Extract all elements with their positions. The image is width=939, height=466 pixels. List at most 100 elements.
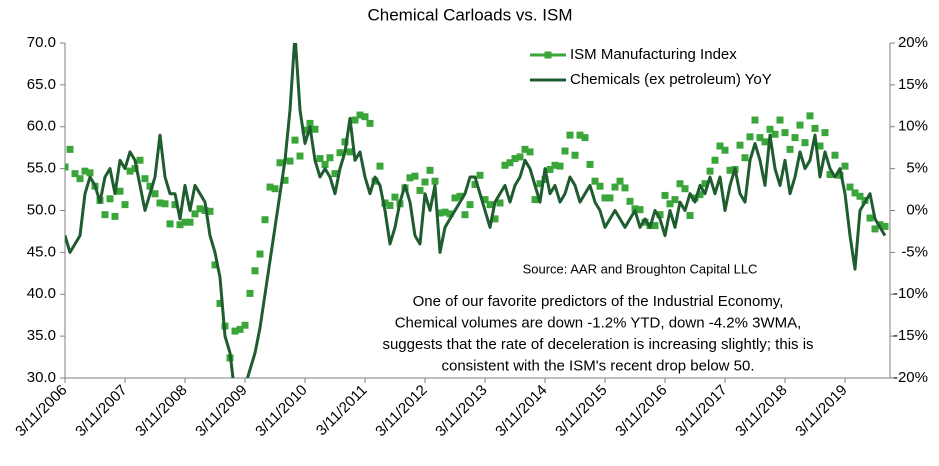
ism-marker [506,159,514,167]
plot-area [65,43,889,378]
ism-marker [261,216,269,224]
ism-marker [236,325,244,333]
ism-marker [216,299,224,307]
annotation: One of our favorite predictors of the In… [413,293,784,310]
ism-marker [356,111,364,119]
ism-marker [306,119,314,127]
ism-marker [621,184,629,192]
x-tick-label: 3/11/2007 [72,382,130,440]
ism-marker [391,193,399,201]
x-tick-label: 3/11/2006 [12,382,70,440]
ism-marker [326,154,334,162]
ism-marker [281,176,289,184]
ism-marker [521,145,529,153]
ism-marker [336,149,344,157]
ism-marker [846,183,854,191]
ism-marker [246,289,254,297]
ism-marker [151,190,159,198]
ism-marker [321,160,329,168]
ism-marker [136,156,144,164]
ism-marker [266,183,274,191]
ism-marker [671,196,679,204]
ism-marker [316,155,324,163]
ism-marker [146,182,154,190]
ism-marker [526,148,534,156]
ism-marker [386,201,394,209]
ism-marker [736,141,744,149]
ism-marker [551,161,559,169]
y2-tick-label: -5% [901,243,928,260]
y-tick-label: 70.0 [27,34,56,51]
ism-marker [721,146,729,154]
x-tick-label: 3/11/2010 [252,382,310,440]
ism-marker [476,171,484,179]
y2-tick-label: 20% [898,34,928,51]
ism-marker [761,138,769,146]
y-tick-label: 65.0 [27,76,56,93]
ism-marker [716,142,724,150]
ism-marker [771,130,779,138]
ism-marker [421,178,429,186]
ism-marker [561,147,569,155]
ism-marker [586,160,594,168]
ism-marker [566,131,574,139]
y-tick-label: 35.0 [27,327,56,344]
ism-marker [296,152,304,160]
ism-marker [501,161,509,169]
x-tick-label: 3/11/2014 [492,382,550,440]
ism-marker [601,194,609,202]
x-tick-label: 3/11/2008 [132,382,190,440]
ism-marker [181,218,189,226]
ism-marker [211,261,219,269]
legend-label: Chemicals (ex petroleum) YoY [570,71,772,88]
ism-marker [596,182,604,190]
ism-marker [746,133,754,141]
ism-marker [431,177,439,185]
ism-marker [66,145,74,153]
y2-tick-label: 15% [898,76,928,93]
ism-marker [436,209,444,217]
y2-tick-label: 0% [906,201,928,218]
ism-marker [616,177,624,185]
ism-marker [186,218,194,226]
ism-marker [611,183,619,191]
x-tick-label: 3/11/2016 [612,382,670,440]
ism-marker [856,192,864,200]
ism-marker [636,206,644,214]
ism-marker [65,163,69,171]
ism-marker [741,154,749,162]
ism-marker [461,211,469,219]
ism-marker [661,191,669,199]
ism-marker [346,148,354,156]
ism-marker [496,199,504,207]
ism-marker [726,166,734,174]
y-tick-label: 55.0 [27,160,56,177]
ism-marker [681,185,689,193]
ism-marker [791,134,799,142]
ism-marker [781,129,789,137]
ism-marker [686,212,694,220]
y2-tick-label: -20% [893,369,928,386]
ism-marker [366,119,374,127]
ism-marker [126,167,134,175]
y2-tick-label: -10% [893,285,928,302]
ism-marker [801,139,809,147]
ism-marker [701,180,709,188]
ism-marker [786,145,794,153]
y2-tick-label: 10% [898,118,928,135]
ism-marker [826,170,834,178]
ism-marker [696,191,704,199]
ism-marker [301,126,309,134]
ism-marker [456,192,464,200]
ism-marker [606,194,614,202]
ism-marker [116,187,124,195]
ism-marker [481,196,489,204]
ism-marker [546,165,554,173]
ism-marker [271,185,279,193]
ism-marker [406,174,414,182]
ism-marker [816,142,824,150]
ism-marker [76,175,84,183]
ism-marker [156,199,164,207]
annotation: suggests that the rate of deceleration i… [382,336,813,353]
ism-marker [141,175,149,183]
